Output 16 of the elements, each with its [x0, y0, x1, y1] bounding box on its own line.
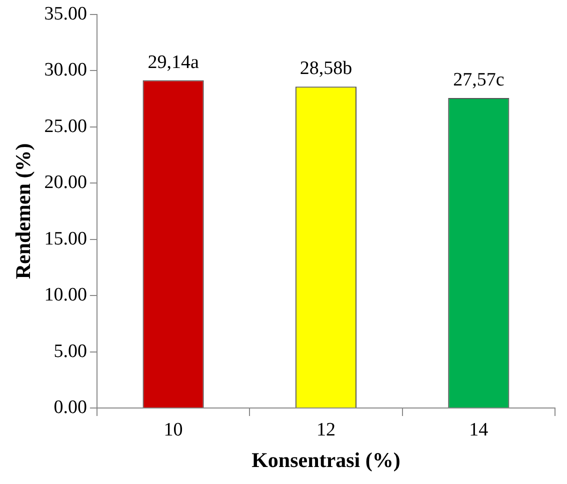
y-tick-label: 35.00 [44, 3, 87, 24]
y-tick-label: 15.00 [44, 228, 87, 250]
y-tick-label: 10.00 [44, 284, 87, 306]
y-tick-label: 30.00 [44, 60, 87, 81]
data-label: 29,14a [148, 52, 200, 73]
y-axis-title: Rendemen (%) [11, 143, 36, 280]
x-tick-label: 14 [469, 419, 489, 440]
y-tick-label: 0.00 [54, 396, 87, 418]
y-tick-label: 5.00 [54, 340, 87, 362]
data-label: 28,58b [300, 58, 352, 80]
x-tick-label: 12 [316, 419, 336, 440]
x-tick-label: 10 [164, 419, 183, 440]
y-tick-label: 20.00 [44, 172, 87, 194]
data-label: 27,57c [453, 69, 504, 90]
y-tick-label: 25.00 [44, 116, 87, 137]
x-axis-title: Konsentrasi (%) [252, 448, 400, 472]
